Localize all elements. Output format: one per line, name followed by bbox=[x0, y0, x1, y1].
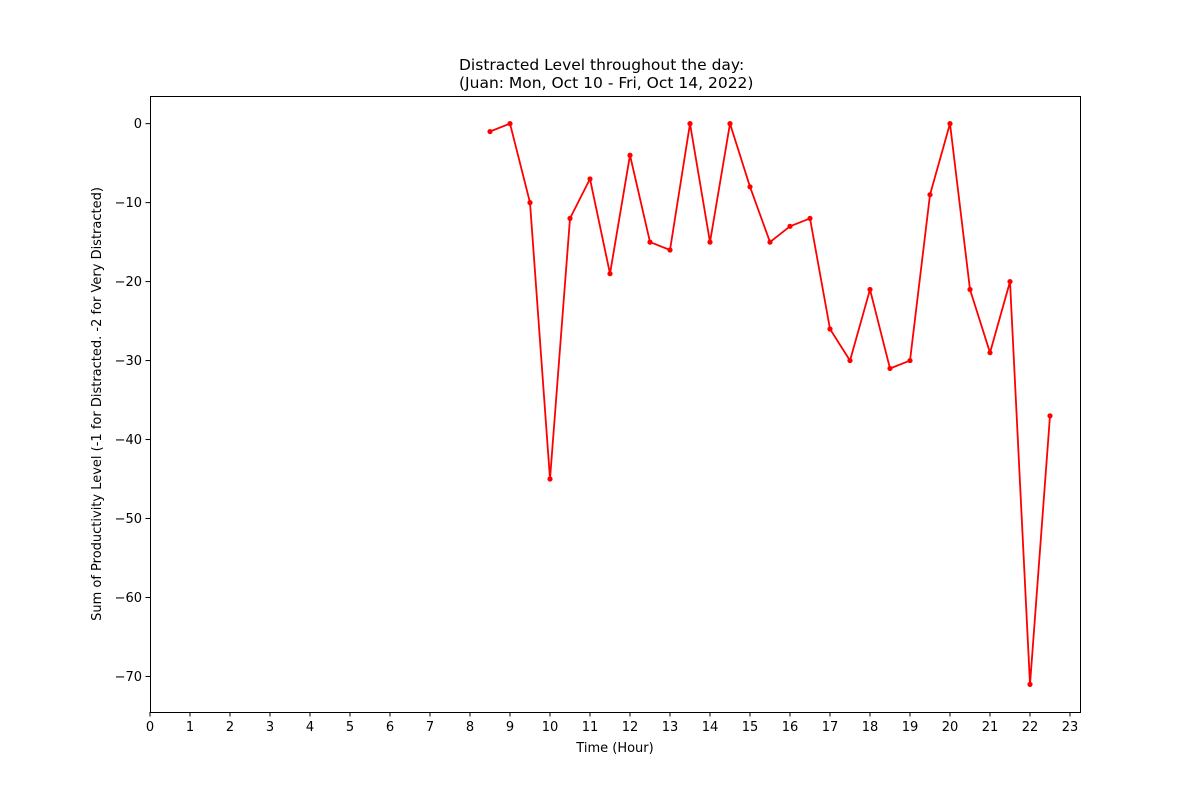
data-point bbox=[547, 476, 553, 482]
x-tick-label: 14 bbox=[702, 720, 719, 735]
data-point bbox=[707, 239, 713, 245]
x-tick-label: 11 bbox=[582, 720, 599, 735]
data-point bbox=[627, 152, 633, 158]
series-line bbox=[489, 122, 1051, 686]
x-tick-label: 22 bbox=[1022, 720, 1039, 735]
data-point bbox=[787, 223, 793, 229]
data-point bbox=[887, 365, 893, 372]
x-tick-label: 6 bbox=[386, 720, 394, 735]
data-point bbox=[487, 128, 493, 135]
data-point bbox=[767, 239, 773, 245]
data-point bbox=[1007, 278, 1013, 285]
x-tick-label: 20 bbox=[942, 720, 959, 735]
y-axis-label: Sum of Productivity Level (-1 for Distra… bbox=[90, 187, 105, 621]
data-point bbox=[827, 326, 833, 332]
x-tick-label: 15 bbox=[742, 720, 759, 735]
data-point bbox=[567, 215, 573, 222]
data-point bbox=[867, 286, 873, 293]
x-tick-label: 2 bbox=[226, 720, 234, 735]
x-tick-label: 12 bbox=[622, 720, 639, 735]
y-tick-label: −70 bbox=[115, 670, 142, 685]
x-tick-label: 13 bbox=[662, 720, 679, 735]
data-point bbox=[1027, 681, 1033, 687]
data-point bbox=[607, 271, 613, 277]
data-point bbox=[587, 176, 593, 182]
data-point bbox=[967, 286, 973, 293]
data-point bbox=[647, 239, 653, 245]
data-point bbox=[507, 121, 513, 127]
y-tick-label: −30 bbox=[115, 354, 142, 369]
data-point bbox=[667, 247, 673, 253]
x-tick-label: 9 bbox=[506, 720, 514, 735]
x-tick-label: 10 bbox=[542, 720, 559, 735]
y-tick-label: −60 bbox=[115, 591, 142, 606]
data-point bbox=[847, 357, 853, 364]
plot-area bbox=[150, 96, 1081, 713]
x-tick-label: 19 bbox=[902, 720, 919, 735]
x-tick-label: 18 bbox=[862, 720, 879, 735]
chart-title-line-2: (Juan: Mon, Oct 10 - Fri, Oct 14, 2022) bbox=[459, 74, 753, 92]
x-tick-label: 1 bbox=[186, 720, 194, 735]
data-point bbox=[527, 200, 533, 206]
x-tick-label: 3 bbox=[266, 720, 274, 735]
data-point bbox=[907, 357, 913, 364]
x-tick-label: 7 bbox=[426, 720, 434, 735]
x-tick-label: 0 bbox=[146, 720, 154, 735]
x-tick-label: 8 bbox=[466, 720, 474, 735]
x-tick-label: 23 bbox=[1062, 720, 1079, 735]
x-tick-label: 16 bbox=[782, 720, 799, 735]
y-tick-label: 0 bbox=[134, 117, 142, 132]
x-tick-label: 4 bbox=[306, 720, 314, 735]
y-axis-ticks: 0 −10 −20 −30 −40 −50 −60 −70 bbox=[115, 117, 150, 685]
series-points bbox=[487, 121, 1053, 687]
x-tick-label: 21 bbox=[982, 720, 999, 735]
data-point bbox=[987, 350, 993, 356]
x-axis-label: Time (Hour) bbox=[575, 741, 653, 756]
chart-title-line-1: Distracted Level throughout the day: bbox=[459, 56, 744, 74]
data-point bbox=[947, 121, 953, 127]
y-tick-label: −10 bbox=[115, 196, 142, 211]
data-point bbox=[1047, 413, 1053, 419]
y-tick-label: −40 bbox=[115, 433, 142, 448]
y-tick-label: −50 bbox=[115, 512, 142, 527]
x-tick-label: 17 bbox=[822, 720, 839, 735]
data-point bbox=[747, 184, 753, 190]
data-point bbox=[927, 192, 933, 198]
data-point bbox=[727, 121, 733, 127]
data-point bbox=[687, 121, 693, 127]
x-axis-ticks: 0 1 2 3 4 5 6 7 8 9 10 11 12 13 14 15 16 17 18 19 20 21 22 23 bbox=[146, 712, 1078, 735]
data-point bbox=[807, 215, 813, 222]
y-tick-label: −20 bbox=[115, 275, 142, 290]
x-tick-label: 5 bbox=[346, 720, 354, 735]
